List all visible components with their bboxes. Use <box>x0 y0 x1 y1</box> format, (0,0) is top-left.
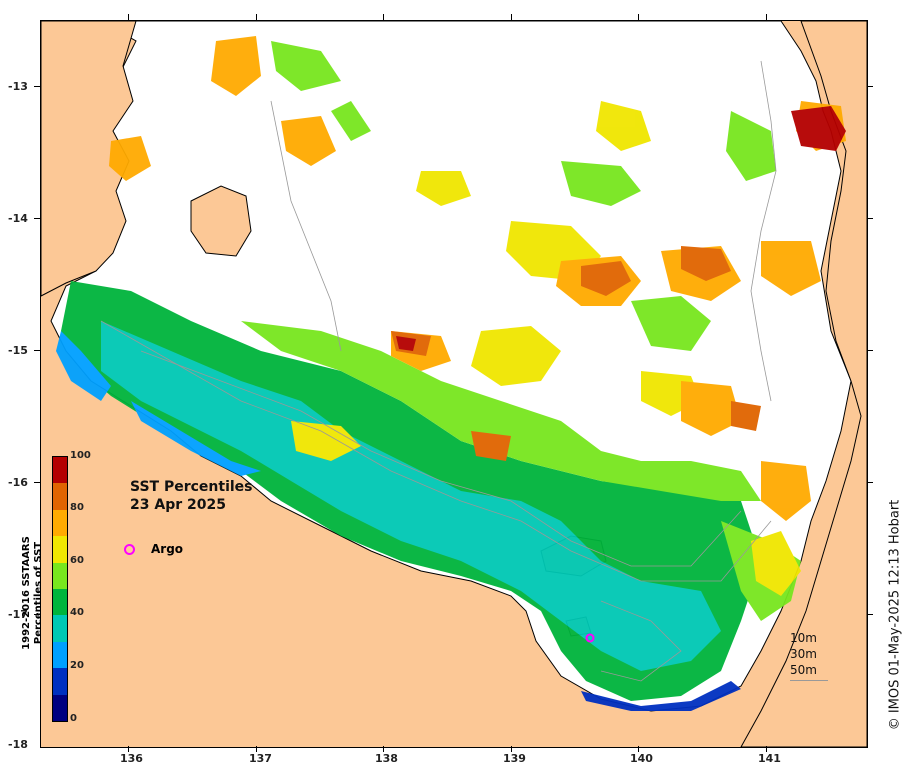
imos-credit: © IMOS 01-May-2025 12:13 Hobart <box>887 499 903 731</box>
arnhem-land <box>41 21 137 297</box>
tick-bottom-139 <box>511 746 512 752</box>
lon-label-139: 139 <box>503 752 526 765</box>
colorbar-label-100: 100 <box>70 450 91 461</box>
map-title: SST Percentiles <box>130 479 253 495</box>
map-date: 23 Apr 2025 <box>130 497 226 513</box>
colorbar-label-60: 60 <box>70 555 84 566</box>
map-title-block: SST Percentiles 23 Apr 2025 <box>130 478 253 514</box>
tick-top-137 <box>256 14 257 20</box>
lat-label-15: -15 <box>8 344 28 357</box>
tick-right-15 <box>867 350 873 351</box>
tick-top-136 <box>128 14 129 20</box>
lon-label-138: 138 <box>375 752 398 765</box>
tick-right-16 <box>867 482 873 483</box>
map-panel[interactable] <box>40 20 868 748</box>
lon-label-137: 137 <box>249 752 272 765</box>
tick-right-13 <box>867 86 873 87</box>
tick-bottom-136 <box>128 746 129 752</box>
argo-label: Argo <box>151 542 184 556</box>
tick-top-138 <box>383 14 384 20</box>
colorbar-label-0: 0 <box>70 713 77 724</box>
argo-legend: Argo <box>124 541 183 557</box>
colorbar-segment-3 <box>53 615 67 642</box>
depth-item-10m: 10m <box>790 631 817 645</box>
tick-left-13 <box>34 86 40 87</box>
lon-label-136: 136 <box>120 752 143 765</box>
colorbar-label-40: 40 <box>70 607 84 618</box>
lat-label-16: -16 <box>8 476 28 489</box>
colorbar-segment-0 <box>53 694 67 721</box>
colorbar-segment-6 <box>53 536 67 563</box>
colorbar-title-line1: 1992-2016 SSTAARS <box>21 536 32 650</box>
colorbar-label-20: 20 <box>70 660 84 671</box>
colorbar-segment-8 <box>53 483 67 510</box>
lon-label-140: 140 <box>630 752 653 765</box>
colorbar-segment-7 <box>53 509 67 537</box>
lat-label-13: -13 <box>8 80 28 93</box>
bathymetry-contours <box>100 60 777 682</box>
tick-top-139 <box>511 14 512 20</box>
colorbar-title: 1992-2016 SSTAARS Percentiles of SST <box>21 513 45 673</box>
sst-pixels <box>56 36 846 711</box>
depth-contour-legend: 10m 30m 50m <box>790 630 828 681</box>
tick-left-16 <box>34 482 40 483</box>
colorbar-segment-4 <box>53 588 67 616</box>
tick-bottom-138 <box>383 746 384 752</box>
colorbar-segment-9 <box>53 456 67 484</box>
lat-label-18: -18 <box>8 738 28 751</box>
depth-item-30m: 30m <box>790 647 817 661</box>
tick-left-15 <box>34 350 40 351</box>
colorbar-segment-5 <box>53 562 67 589</box>
tick-left-17 <box>34 614 40 615</box>
tick-top-140 <box>638 14 639 20</box>
lat-label-17: -17 <box>8 608 28 621</box>
colorbar-segment-1 <box>53 668 67 695</box>
lat-label-14: -14 <box>8 212 28 225</box>
argo-circle-icon <box>124 543 135 555</box>
groote-eylandt <box>190 185 252 257</box>
tick-bottom-140 <box>638 746 639 752</box>
colorbar <box>52 456 68 722</box>
sst-map-svg <box>41 21 867 747</box>
cape-york-land <box>740 21 867 747</box>
tick-bottom-137 <box>256 746 257 752</box>
depth-item-50m: 50m <box>790 663 817 677</box>
tick-bottom-141 <box>766 746 767 752</box>
colorbar-segment-2 <box>53 641 67 669</box>
tick-left-14 <box>34 218 40 219</box>
argo-float-marker <box>585 633 595 643</box>
tick-top-141 <box>766 14 767 20</box>
colorbar-label-80: 80 <box>70 502 84 513</box>
tick-right-14 <box>867 218 873 219</box>
depth-legend-line <box>790 680 828 681</box>
colorbar-title-line2: Percentiles of SST <box>33 541 44 645</box>
tick-right-17 <box>867 614 873 615</box>
lon-label-141: 141 <box>758 752 781 765</box>
